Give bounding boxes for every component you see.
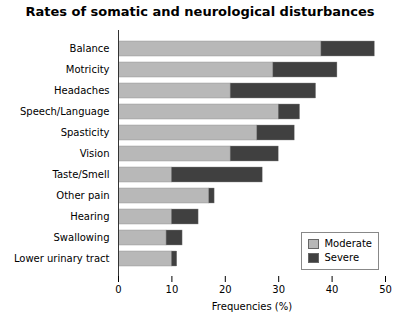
- svg-text:Lower urinary tract: Lower urinary tract: [14, 253, 110, 264]
- svg-text:Speech/Language: Speech/Language: [20, 106, 110, 117]
- svg-text:Frequencies (%): Frequencies (%): [212, 301, 292, 312]
- svg-text:Motricity: Motricity: [66, 64, 110, 75]
- svg-text:Vision: Vision: [80, 148, 110, 159]
- svg-text:10: 10: [166, 284, 179, 295]
- svg-text:Hearing: Hearing: [70, 211, 109, 222]
- html-text:Moderate: Moderate: [324, 238, 372, 249]
- svg-text:Headaches: Headaches: [54, 85, 109, 96]
- svg-text:Other pain: Other pain: [56, 190, 109, 201]
- svg-text:40: 40: [326, 284, 339, 295]
- svg-text:50: 50: [379, 284, 392, 295]
- html-text:Severe: Severe: [324, 252, 360, 263]
- svg-text:Swallowing: Swallowing: [54, 232, 110, 243]
- html-text:Rates of somatic and neurologi: Rates of somatic and neurological distur…: [25, 4, 375, 19]
- svg-text:Spasticity: Spasticity: [61, 127, 110, 138]
- svg-text:Balance: Balance: [70, 43, 110, 54]
- svg-text:20: 20: [219, 284, 232, 295]
- svg-text:Taste/Smell: Taste/Smell: [51, 169, 109, 180]
- svg-text:0: 0: [115, 284, 121, 295]
- svg-text:30: 30: [272, 284, 285, 295]
